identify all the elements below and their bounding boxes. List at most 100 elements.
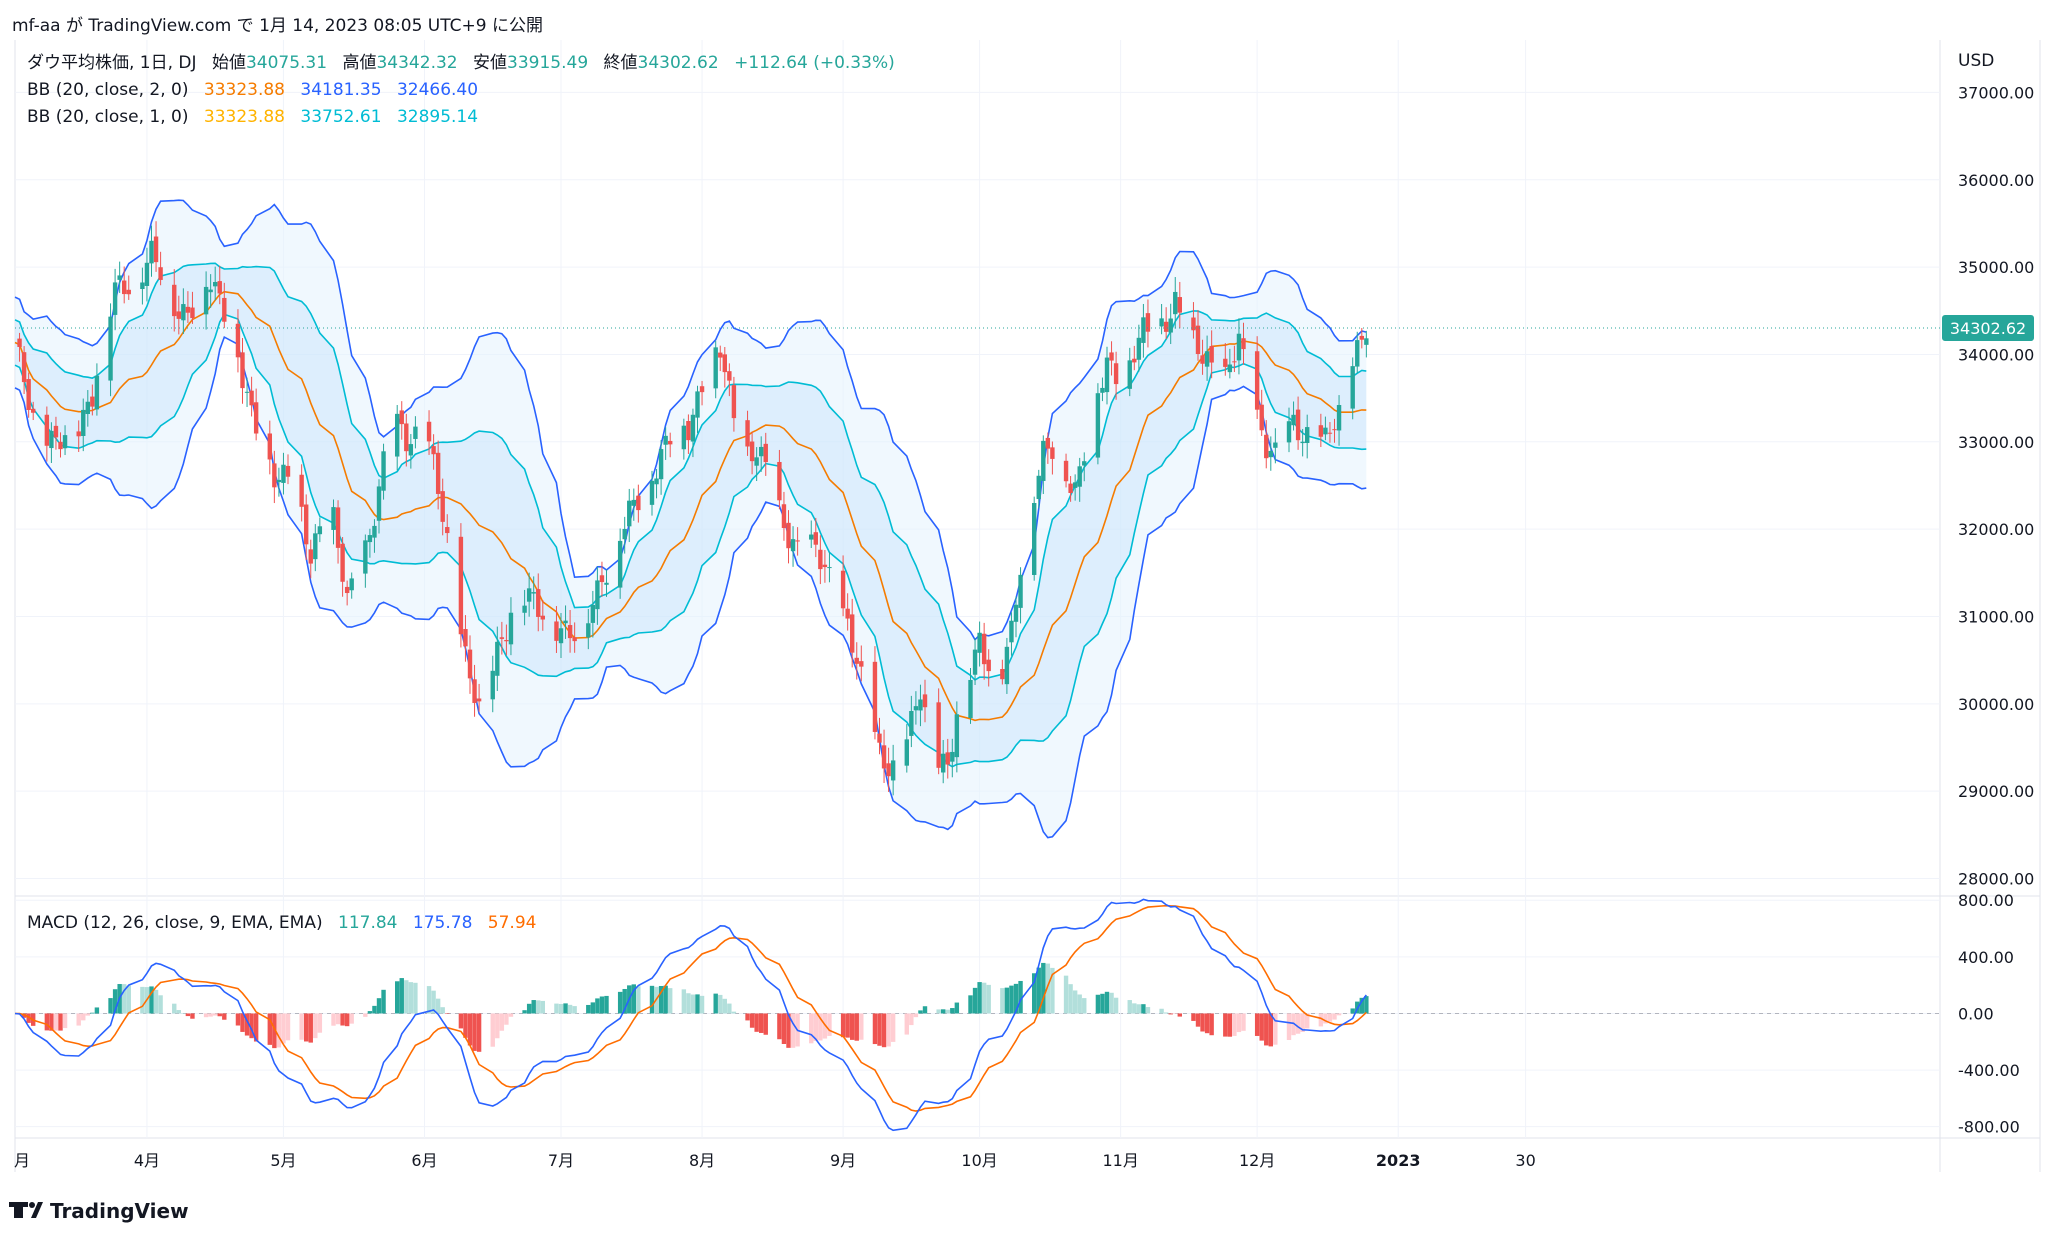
- candle: [586, 608, 591, 650]
- macd-tick-label: -400.00: [1958, 1061, 2020, 1080]
- macd-histogram-bar: [335, 1013, 341, 1025]
- candle: [367, 528, 373, 558]
- macd-histogram-bar: [1318, 1013, 1324, 1027]
- candle: [1291, 401, 1296, 431]
- candle: [1000, 659, 1005, 685]
- candle: [695, 385, 700, 433]
- macd-histogram-bar: [1018, 980, 1023, 1014]
- candle: [44, 406, 50, 462]
- macd-histogram-bar: [181, 1012, 186, 1014]
- time-tick-label: 9月: [830, 1151, 856, 1170]
- macd-histogram-bar: [604, 995, 609, 1014]
- macd-histogram-bar: [859, 1013, 864, 1040]
- candle: [686, 414, 691, 454]
- candle: [1168, 303, 1173, 345]
- bollinger-bands: [14, 199, 1367, 839]
- candle: [809, 520, 814, 549]
- price-tick-label: 29000.00: [1958, 782, 2034, 801]
- candle: [363, 534, 368, 588]
- candle: [172, 269, 177, 332]
- candle: [1177, 281, 1182, 329]
- candle: [840, 555, 846, 617]
- candle: [249, 376, 254, 417]
- candle: [1268, 436, 1273, 471]
- macd-histogram-bar: [827, 1013, 832, 1036]
- candle: [1323, 416, 1328, 441]
- macd-histogram-bar: [904, 1013, 909, 1035]
- macd-histogram-bar: [463, 1013, 468, 1038]
- candle: [372, 519, 377, 553]
- candle: [1264, 420, 1269, 469]
- macd-histogram-bar: [1227, 1013, 1233, 1037]
- candle: [185, 291, 191, 323]
- candle: [936, 688, 941, 775]
- candle: [190, 291, 195, 324]
- macd-histogram-bar: [749, 1013, 755, 1028]
- macd-histogram-bar: [1141, 1004, 1146, 1014]
- candle: [786, 510, 791, 564]
- macd-histogram-bar: [572, 1006, 577, 1014]
- candle: [590, 590, 596, 638]
- candle: [1136, 324, 1142, 372]
- macd-histogram-bar: [363, 1013, 368, 1017]
- candle: [331, 499, 336, 545]
- candle: [476, 683, 482, 712]
- candle: [554, 606, 559, 653]
- time-tick-label: 4月: [134, 1151, 160, 1170]
- candle: [244, 377, 250, 407]
- macd-histogram-bar: [522, 1010, 527, 1014]
- candle: [663, 427, 668, 460]
- macd-tick-label: 400.00: [1958, 948, 2014, 967]
- candle: [781, 491, 787, 541]
- macd-histogram-bar: [950, 1008, 955, 1014]
- time-tick-label: 7月: [548, 1151, 574, 1170]
- macd-histogram-bar: [913, 1013, 919, 1018]
- candle: [499, 621, 505, 655]
- macd-histogram-bar: [977, 982, 982, 1014]
- candle: [526, 572, 532, 617]
- candle: [1241, 322, 1246, 365]
- macd-histogram-bar: [235, 1013, 241, 1026]
- candle: [954, 701, 960, 773]
- candle: [1032, 496, 1037, 581]
- candle: [1318, 413, 1324, 447]
- candle: [1127, 347, 1132, 397]
- candle: [727, 363, 732, 397]
- candle: [1273, 428, 1278, 464]
- macd-histogram-bar: [1041, 962, 1046, 1014]
- candle: [240, 337, 245, 404]
- candle: [859, 645, 864, 682]
- macd-histogram-bar: [790, 1013, 796, 1048]
- macd-histogram-bar: [440, 1007, 445, 1014]
- time-tick-label: 30: [1515, 1151, 1535, 1170]
- candle: [890, 744, 896, 796]
- macd-histogram-bar: [809, 1013, 814, 1044]
- macd-histogram-bar: [1359, 997, 1364, 1014]
- macd-histogram-bar: [845, 1013, 850, 1038]
- candle: [1259, 389, 1264, 436]
- macd-histogram-bar: [222, 1013, 227, 1020]
- macd-histogram-bar: [276, 1013, 282, 1048]
- candle: [1141, 303, 1146, 358]
- candle: [795, 527, 800, 556]
- candle: [913, 691, 919, 725]
- candle: [344, 580, 350, 606]
- macd-histogram-bar: [1050, 967, 1055, 1014]
- publish-line: mf-aa が TradingView.com で 1月 14, 2023 08…: [12, 16, 543, 36]
- macd-histogram-bar: [49, 1013, 54, 1031]
- macd-histogram-bar: [21, 1013, 27, 1018]
- macd-histogram-bar: [1264, 1013, 1269, 1046]
- macd-histogram-bar: [85, 1013, 90, 1016]
- candle: [349, 572, 354, 599]
- macd-histogram-bar: [558, 1003, 564, 1014]
- candle: [276, 467, 282, 497]
- macd-histogram-bar: [435, 998, 441, 1014]
- macd-histogram-bar: [872, 1013, 878, 1045]
- time-tick-label: 8月: [689, 1151, 715, 1170]
- macd-histogram-bar: [1327, 1013, 1333, 1022]
- macd-histogram-bar: [1336, 1013, 1342, 1016]
- candle: [208, 274, 213, 308]
- candle: [722, 346, 727, 388]
- bb2-fill: [15, 200, 1367, 838]
